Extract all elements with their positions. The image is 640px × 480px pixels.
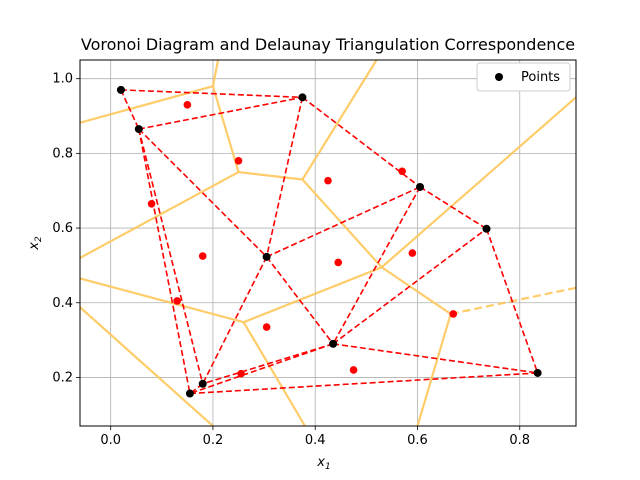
delaunay-edge [332, 186, 421, 345]
voronoi-edge [80, 171, 240, 259]
delaunay-edge [333, 343, 538, 374]
delaunay-edge [202, 343, 334, 385]
y-tick-label: 0.6 [52, 221, 73, 236]
edge-midpoint [449, 310, 458, 318]
data-point [416, 182, 425, 191]
data-point [262, 252, 271, 261]
delaunay-edge [138, 96, 303, 130]
data-point [298, 93, 307, 102]
voronoi-edge [80, 277, 244, 324]
legend-box [476, 62, 571, 92]
edge-midpoint [334, 258, 343, 267]
data-point [329, 339, 338, 348]
delaunay-edge [138, 128, 191, 394]
edge-midpoint [237, 369, 245, 378]
data-point [134, 125, 143, 134]
voronoi-edge [380, 96, 576, 269]
delaunay-edge [419, 186, 487, 230]
data-point [116, 85, 125, 94]
data-point [482, 224, 491, 233]
x-tick-label: 0.2 [203, 433, 224, 448]
data-point [533, 368, 542, 377]
voronoi-edge [301, 60, 378, 181]
y-tick-label: 0.8 [52, 146, 73, 161]
y-axis-label: x2 [27, 236, 44, 251]
edge-midpoint [408, 249, 417, 257]
delaunay-edge [189, 372, 538, 395]
voronoi-edge [381, 266, 452, 315]
x-tick-label: 0.0 [100, 433, 121, 448]
voronoi-edges [80, 60, 576, 426]
voronoi-edge [242, 321, 306, 426]
voronoi-edge [80, 306, 214, 426]
voronoi-edge-infinite [450, 286, 576, 316]
delaunay-edge [266, 186, 421, 258]
chart-title: Voronoi Diagram and Delaunay Triangulati… [81, 35, 575, 54]
voronoi-edge [243, 266, 383, 324]
delaunay-edge [266, 256, 334, 345]
legend: Points [476, 62, 571, 92]
edge-midpoint [349, 366, 358, 374]
edge-midpoint [398, 167, 406, 176]
x-tick-label: 0.4 [305, 433, 326, 448]
delaunay-edge [189, 343, 334, 395]
delaunay-edge [138, 128, 268, 258]
delaunay-edges [120, 89, 539, 395]
y-tick-label: 1.0 [52, 72, 73, 87]
voronoi-edge [80, 85, 214, 124]
voronoi-edge [301, 178, 383, 269]
delaunay-edge [138, 128, 204, 384]
delaunay-edge [332, 228, 487, 345]
data-point [198, 379, 207, 388]
voronoi-edge [416, 313, 452, 426]
y-tick-label: 0.2 [52, 370, 73, 385]
delaunay-edge [202, 256, 268, 385]
delaunay-edge [120, 89, 303, 99]
x-axis-label: x1 [316, 455, 330, 472]
x-tick-label: 0.8 [509, 433, 530, 448]
edge-midpoint [173, 297, 181, 305]
edge-midpoints [147, 101, 458, 378]
voronoi-edge [238, 170, 303, 181]
voronoi-edge [211, 85, 240, 173]
edge-midpoint [234, 157, 243, 165]
legend-label: Points [521, 70, 560, 85]
y-tick-label: 0.4 [52, 296, 73, 311]
edge-midpoint [147, 199, 156, 208]
y-ticks: 0.2 0.4 0.6 0.8 1.0 [52, 72, 80, 385]
edge-midpoint [198, 252, 207, 260]
edge-midpoint [262, 323, 271, 331]
delaunay-edge [265, 97, 304, 257]
data-point [185, 389, 194, 398]
delaunay-edge [120, 89, 140, 130]
voronoi-edge [211, 60, 220, 87]
x-ticks: 0.0 0.2 0.4 0.6 0.8 [100, 426, 530, 448]
edge-midpoint [324, 176, 332, 185]
points [116, 85, 542, 398]
delaunay-edge [301, 96, 421, 188]
edge-midpoint [183, 101, 192, 109]
delaunay-edge [485, 228, 539, 374]
gridlines [80, 60, 576, 426]
plot-area [80, 60, 576, 426]
x-tick-label: 0.6 [407, 433, 428, 448]
plot-frame [79, 59, 577, 427]
legend-marker [495, 73, 503, 81]
